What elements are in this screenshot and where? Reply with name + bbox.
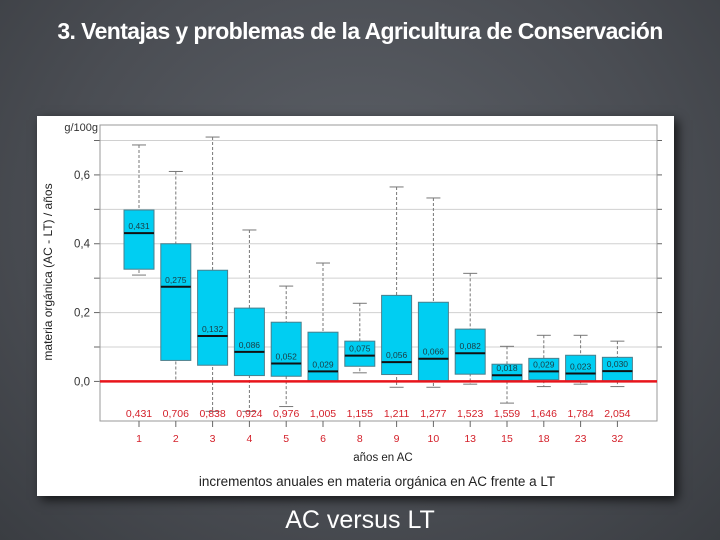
cumulative-label: 1,005 xyxy=(310,408,336,420)
median-label: 0,029 xyxy=(533,359,555,369)
median-label: 0,052 xyxy=(276,352,298,362)
cumulative-label: 1,211 xyxy=(384,408,410,420)
x-tick-label: 6 xyxy=(320,433,326,445)
box-iqr xyxy=(233,307,265,377)
box-iqr xyxy=(565,354,597,382)
slide-subtitle: AC versus LT xyxy=(285,506,435,534)
median-label: 0,030 xyxy=(607,359,629,369)
y-tick-label: 0,6 xyxy=(74,170,90,182)
cumulative-label: 2,054 xyxy=(604,408,630,420)
box-15: 0,018 1,559 15 xyxy=(491,345,523,445)
box-13: 0,082 1,523 13 xyxy=(454,272,486,445)
x-tick-label: 15 xyxy=(501,433,513,445)
box-iqr xyxy=(270,321,302,377)
box-18: 0,029 1,646 18 xyxy=(528,334,560,445)
box-32: 0,030 2,054 32 xyxy=(601,340,633,445)
x-tick-label: 4 xyxy=(246,433,252,445)
cumulative-label: 1,523 xyxy=(457,408,483,420)
box-iqr xyxy=(417,301,449,382)
y-tick-label: 0,0 xyxy=(74,376,90,388)
cumulative-label: 0,706 xyxy=(163,408,189,420)
cumulative-label: 1,277 xyxy=(420,408,446,420)
box-4: 0,086 0,924 4 xyxy=(233,229,265,445)
box-8: 0,075 1,155 8 xyxy=(344,302,376,445)
box-23: 0,023 1,784 23 xyxy=(565,334,597,445)
x-tick-label: 10 xyxy=(428,433,440,445)
y-tick-label: 0,4 xyxy=(74,239,91,251)
box-iqr xyxy=(123,209,155,270)
box-3: 0,132 0,838 3 xyxy=(197,136,229,445)
x-tick-label: 18 xyxy=(538,433,550,445)
box-2: 0,275 0,706 2 xyxy=(160,170,192,445)
median-label: 0,132 xyxy=(202,324,224,334)
chart-title: incrementos anuales en materia orgánica … xyxy=(199,474,555,489)
x-tick-label: 23 xyxy=(575,433,587,445)
cumulative-label: 0,838 xyxy=(199,408,225,420)
cumulative-label: 1,784 xyxy=(567,408,593,420)
slide-title: 3. Ventajas y problemas de la Agricultur… xyxy=(57,18,663,44)
box-iqr xyxy=(528,357,560,381)
median-label: 0,431 xyxy=(128,221,150,231)
median-label: 0,018 xyxy=(496,363,518,373)
x-tick-label: 13 xyxy=(464,433,476,445)
box-9: 0,056 1,211 9 xyxy=(381,186,413,445)
median-label: 0,086 xyxy=(239,340,261,350)
box-10: 0,066 1,277 10 xyxy=(417,197,449,445)
median-label: 0,275 xyxy=(165,275,187,285)
box-iqr xyxy=(307,331,339,382)
box-6: 0,029 1,005 6 xyxy=(307,262,339,445)
x-tick-label: 1 xyxy=(136,433,142,445)
median-label: 0,066 xyxy=(423,347,445,357)
x-tick-label: 5 xyxy=(283,433,289,445)
median-label: 0,029 xyxy=(312,359,334,369)
cumulative-label: 0,431 xyxy=(126,408,152,420)
box-iqr xyxy=(160,243,192,361)
y-tick-label: 0,2 xyxy=(74,308,90,320)
cumulative-label: 1,155 xyxy=(347,408,373,420)
x-axis-label: años en AC xyxy=(353,452,412,464)
cumulative-label: 0,976 xyxy=(273,408,299,420)
box-1: 0,431 0,431 1 xyxy=(123,144,155,445)
median-label: 0,075 xyxy=(349,344,371,354)
x-tick-label: 8 xyxy=(357,433,363,445)
x-tick-label: 32 xyxy=(612,433,624,445)
y-unit-label: g/100g xyxy=(64,122,98,134)
median-label: 0,082 xyxy=(460,341,482,351)
x-tick-label: 2 xyxy=(173,433,179,445)
plot-frame xyxy=(99,124,658,422)
median-label: 0,056 xyxy=(386,350,408,360)
cumulative-label: 0,924 xyxy=(236,408,262,420)
cumulative-label: 1,646 xyxy=(531,408,557,420)
y-axis-label: materia orgánica (AC - LT) / años xyxy=(41,183,55,360)
chart-card xyxy=(37,116,674,496)
box-iqr xyxy=(344,340,376,367)
x-tick-label: 3 xyxy=(210,433,216,445)
median-label: 0,023 xyxy=(570,362,592,372)
box-5: 0,052 0,976 5 xyxy=(270,285,302,445)
x-tick-label: 9 xyxy=(394,433,400,445)
cumulative-label: 1,559 xyxy=(494,408,520,420)
box-iqr xyxy=(197,269,229,366)
box-iqr xyxy=(454,328,486,375)
